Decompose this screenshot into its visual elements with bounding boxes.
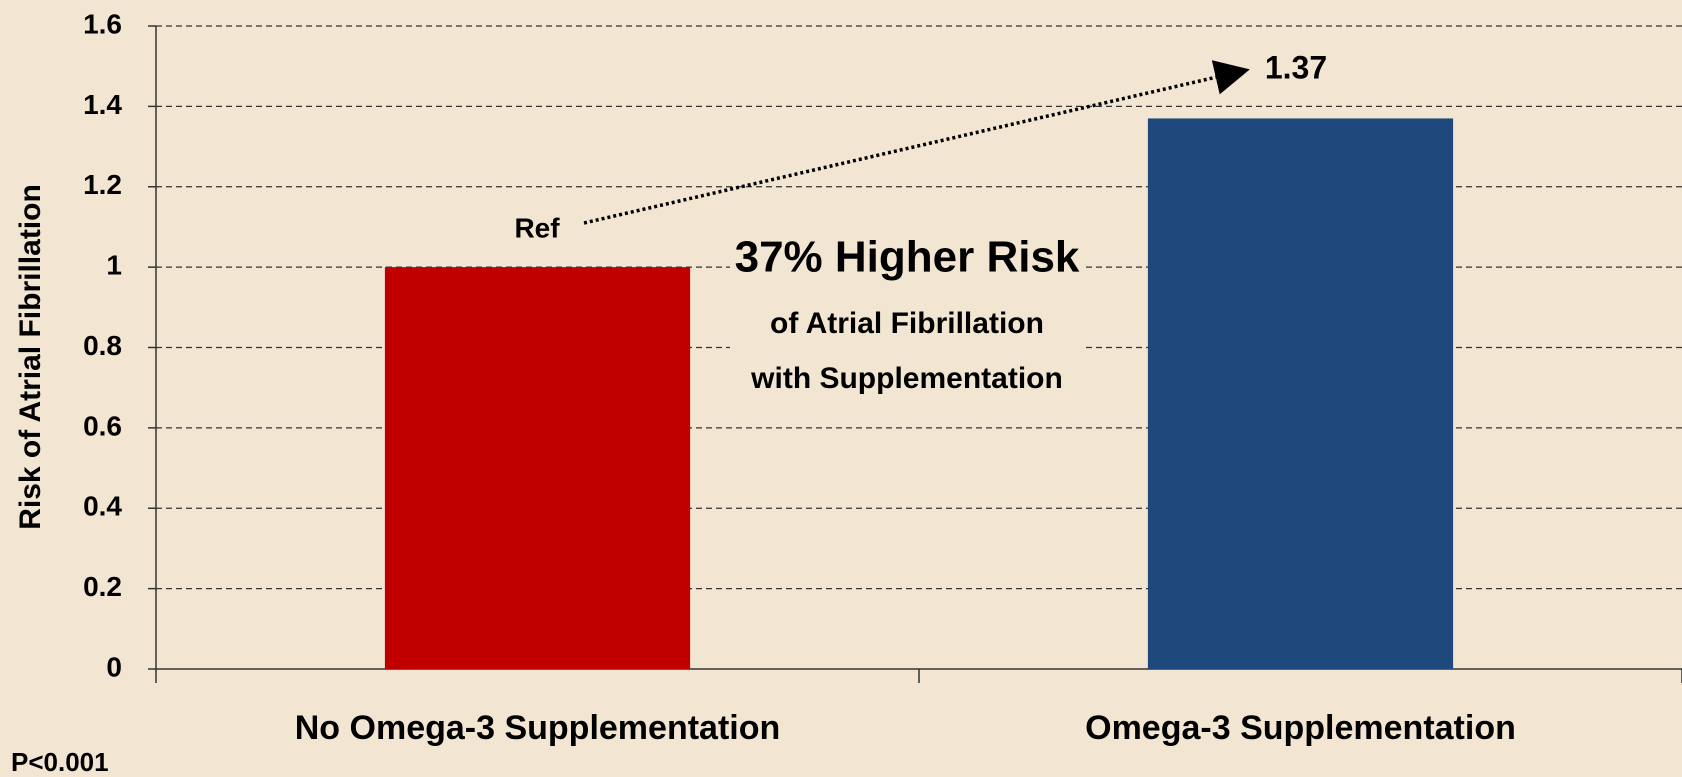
y-tick-label: 0 (106, 651, 122, 682)
y-tick-label: 0.8 (83, 330, 122, 361)
y-tick-label: 1 (106, 250, 122, 281)
data-label: 1.37 (1265, 49, 1327, 85)
bar (384, 267, 691, 669)
ref-label: Ref (514, 212, 560, 243)
x-tick-label: No Omega-3 Supplementation (295, 709, 781, 747)
x-tick-label: Omega-3 Supplementation (1085, 709, 1516, 747)
y-axis-label: Risk of Atrial Fibrillation (14, 184, 47, 530)
annotation-line: of Atrial Fibrillation (770, 307, 1044, 340)
footnote: P<0.001 (11, 747, 109, 777)
annotation-headline: 37% Higher Risk (735, 233, 1080, 282)
annotation-line: with Supplementation (750, 362, 1063, 395)
arrow (583, 60, 1250, 225)
y-tick-label: 0.6 (83, 410, 122, 441)
y-tick-label: 1.4 (83, 89, 122, 120)
y-tick-label: 1.6 (83, 8, 122, 39)
y-tick-label: 0.2 (83, 571, 122, 602)
annotation-box (730, 220, 1084, 350)
bar (1147, 118, 1454, 669)
bars (384, 118, 1454, 669)
y-tick-label: 1.2 (83, 169, 122, 200)
y-tick-label: 0.4 (83, 491, 122, 522)
